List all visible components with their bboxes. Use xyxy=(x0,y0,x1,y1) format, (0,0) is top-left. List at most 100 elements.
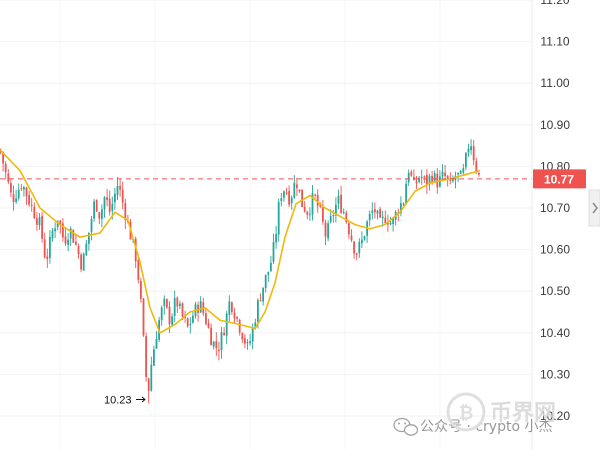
candle xyxy=(25,186,28,205)
candle xyxy=(59,219,62,234)
candle xyxy=(472,139,475,166)
candle xyxy=(205,308,207,326)
candle xyxy=(470,139,472,155)
candle xyxy=(189,317,192,334)
candle xyxy=(36,212,38,231)
candle-body xyxy=(251,327,254,342)
candle-body xyxy=(324,222,327,237)
candle xyxy=(342,208,345,215)
candle-body xyxy=(275,234,277,243)
candle-body xyxy=(407,172,410,183)
candle-body xyxy=(285,192,288,194)
candle xyxy=(2,151,4,172)
candle-body xyxy=(119,186,121,190)
candle-body xyxy=(77,246,80,255)
candle xyxy=(166,298,168,310)
candle xyxy=(95,199,98,213)
candle xyxy=(413,169,415,181)
candle xyxy=(223,327,225,336)
candle-body xyxy=(41,215,43,239)
candle-body xyxy=(244,338,246,344)
candle-body xyxy=(166,299,168,308)
candle-body xyxy=(254,322,257,328)
scroll-handle-bg[interactable] xyxy=(588,189,600,227)
candle xyxy=(140,277,142,303)
candle-body xyxy=(314,194,316,196)
candle xyxy=(51,227,54,242)
candle-body xyxy=(33,206,36,219)
candle xyxy=(17,183,20,201)
candle-body xyxy=(95,200,98,212)
candle xyxy=(121,181,124,210)
candle xyxy=(15,189,17,204)
candle-body xyxy=(155,339,158,349)
candles-group xyxy=(0,139,480,404)
candle-body xyxy=(72,229,75,243)
candle-body xyxy=(293,182,296,198)
candle-body xyxy=(101,209,103,219)
candle-body xyxy=(88,232,90,244)
candle-body xyxy=(358,241,361,254)
candle xyxy=(12,185,15,211)
scroll-handle[interactable] xyxy=(588,189,600,227)
candle-body xyxy=(472,146,475,161)
candle-body xyxy=(246,342,249,344)
candle-body xyxy=(332,214,335,216)
candle xyxy=(150,356,153,392)
candle-body xyxy=(238,319,241,333)
candle xyxy=(405,178,407,205)
candle-body xyxy=(140,280,142,299)
chevron-right-icon[interactable] xyxy=(592,202,598,214)
candle xyxy=(220,327,223,359)
candle-body xyxy=(452,179,454,182)
y-tick-label: 10.60 xyxy=(540,243,570,257)
candle xyxy=(402,202,405,207)
current-price-tag-bg xyxy=(533,169,586,189)
candle-body xyxy=(316,194,319,206)
candle xyxy=(155,331,158,349)
candle-body xyxy=(205,313,207,324)
candle-body xyxy=(197,304,199,313)
candle-body xyxy=(90,219,93,232)
candle xyxy=(49,230,51,264)
candle-body xyxy=(270,262,272,272)
candle-body xyxy=(20,188,23,190)
candle-body xyxy=(153,349,155,366)
candle xyxy=(361,231,363,248)
y-tick-label: 11.10 xyxy=(540,35,569,49)
candle-body xyxy=(62,223,64,238)
candle xyxy=(374,202,376,219)
candle xyxy=(285,187,288,195)
candle xyxy=(64,228,67,247)
candle xyxy=(80,252,82,273)
candle-body xyxy=(470,146,472,151)
candle xyxy=(290,195,293,210)
candle-body xyxy=(371,210,374,214)
candle xyxy=(238,318,241,336)
candle-body xyxy=(147,378,150,391)
candle-body xyxy=(231,302,233,312)
candle xyxy=(114,187,116,210)
candle-body xyxy=(363,236,366,240)
candle xyxy=(400,196,402,217)
candle-body xyxy=(428,175,431,184)
candle xyxy=(246,339,249,350)
candle xyxy=(462,163,465,176)
candle-body xyxy=(465,152,467,168)
low-marker-label: 10.23 xyxy=(104,395,132,407)
candle xyxy=(67,233,69,252)
candle xyxy=(236,316,238,323)
candle xyxy=(10,178,12,198)
candle-body xyxy=(280,198,283,202)
candle xyxy=(277,198,280,242)
candle xyxy=(215,332,218,357)
candle xyxy=(293,175,296,199)
candle-body xyxy=(257,300,259,322)
candle xyxy=(119,179,121,197)
candle-body xyxy=(376,210,379,214)
candle-body xyxy=(212,341,215,347)
candle xyxy=(441,164,444,181)
candle-body xyxy=(436,173,439,188)
candle xyxy=(348,220,350,239)
